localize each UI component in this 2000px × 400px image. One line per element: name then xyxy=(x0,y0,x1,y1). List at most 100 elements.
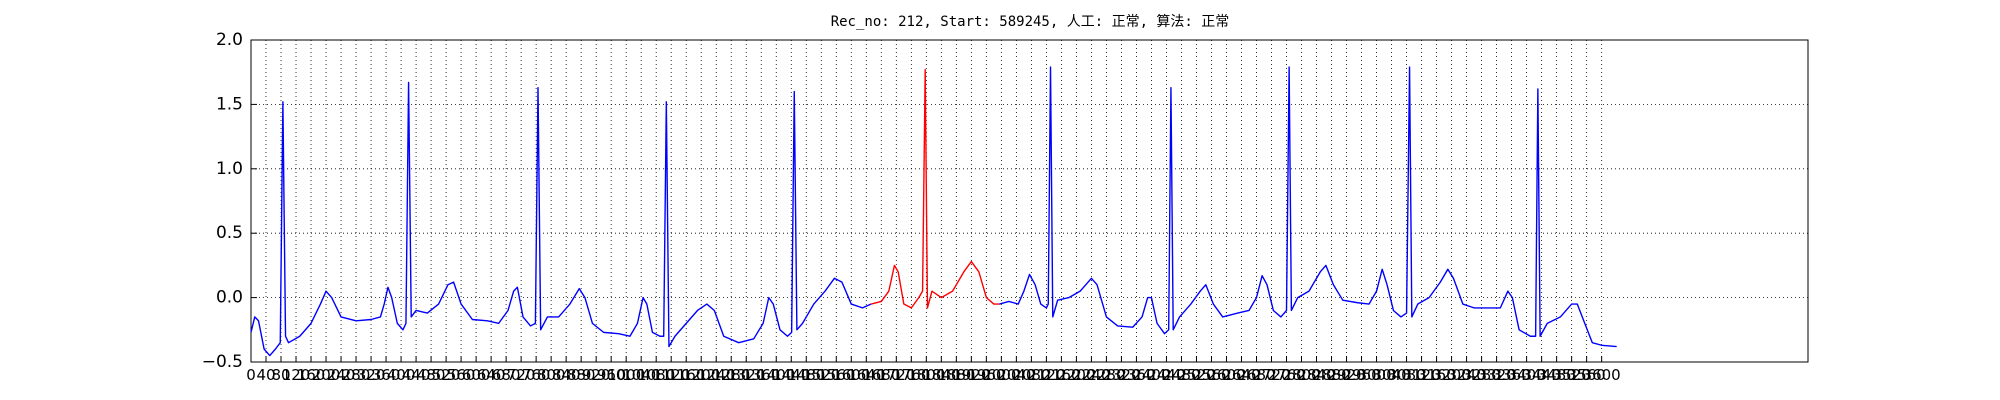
x-tick-label: 2400 xyxy=(1132,366,1170,384)
ecg-line xyxy=(250,66,1617,357)
x-tick-label: 1080 xyxy=(637,366,675,384)
y-tick-label: 1.5 xyxy=(216,94,243,114)
x-tick-label: 3440 xyxy=(1523,366,1561,384)
x-tick-label: 3240 xyxy=(1447,366,1485,384)
x-tick-label: 2360 xyxy=(1117,366,1155,384)
x-tick-label: 2720 xyxy=(1252,366,1290,384)
x-tick-label: 1480 xyxy=(787,366,825,384)
x-tick-label: 1600 xyxy=(832,366,870,384)
x-tick-label: 3480 xyxy=(1538,366,1576,384)
x-tick-label: 3320 xyxy=(1478,366,1516,384)
x-tick-label: 3200 xyxy=(1432,366,1470,384)
x-tick-label: 2440 xyxy=(1147,366,1185,384)
x-tick-label: 1240 xyxy=(697,366,735,384)
x-tick-label: 1520 xyxy=(802,366,840,384)
x-tick-label: 80 xyxy=(271,366,290,384)
x-tick-label: 1400 xyxy=(757,366,795,384)
x-tick-label: 560 xyxy=(447,366,476,384)
x-tick-label: 2000 xyxy=(982,366,1020,384)
x-tick-label: 1960 xyxy=(967,366,1005,384)
x-tick-label: 2800 xyxy=(1282,366,1320,384)
x-tick-label: 2320 xyxy=(1102,366,1140,384)
x-tick-label: 2120 xyxy=(1027,366,1065,384)
x-tick-label: 40 xyxy=(256,366,275,384)
x-tick-label: 1680 xyxy=(862,366,900,384)
x-tick-label: 880 xyxy=(567,366,596,384)
x-tick-label: 360 xyxy=(372,366,401,384)
x-tick-label: 1800 xyxy=(907,366,945,384)
x-tick-label: 1360 xyxy=(742,366,780,384)
x-tick-label: 920 xyxy=(582,366,611,384)
x-tick-label: 2760 xyxy=(1267,366,1305,384)
x-tick-label: 3080 xyxy=(1387,366,1425,384)
x-tick-label: 1200 xyxy=(682,366,720,384)
y-tick-label: −0.5 xyxy=(202,352,243,372)
x-tick-label: 1920 xyxy=(952,366,990,384)
plot-frame xyxy=(250,39,1809,363)
x-tick-label: 840 xyxy=(552,366,581,384)
x-tick-label: 3160 xyxy=(1417,366,1455,384)
x-tick-label: 2520 xyxy=(1177,366,1215,384)
x-tick-label: 3400 xyxy=(1508,366,1546,384)
x-tick-label: 240 xyxy=(327,366,356,384)
x-tick-label: 2880 xyxy=(1312,366,1350,384)
x-tick-label: 2600 xyxy=(1207,366,1245,384)
x-tick-label: 960 xyxy=(597,366,626,384)
x-tick-label: 2920 xyxy=(1327,366,1365,384)
x-tick-label: 1760 xyxy=(892,366,930,384)
x-tick-label: 1160 xyxy=(667,366,705,384)
x-tick-label: 760 xyxy=(522,366,551,384)
x-tick-label: 400 xyxy=(387,366,416,384)
x-tick-label: 1320 xyxy=(727,366,765,384)
x-tick-label: 3040 xyxy=(1372,366,1410,384)
x-tick-label: 2280 xyxy=(1087,366,1125,384)
x-tick-label: 0 xyxy=(246,366,256,384)
ecg-line xyxy=(870,68,1000,309)
x-tick-label: 600 xyxy=(462,366,491,384)
y-tick-label: 1.0 xyxy=(216,159,243,179)
x-tick-label: 2960 xyxy=(1342,366,1380,384)
x-tick-label: 160 xyxy=(297,366,326,384)
x-tick-label: 520 xyxy=(432,366,461,384)
x-tick-label: 1880 xyxy=(937,366,975,384)
x-tick-label: 3120 xyxy=(1402,366,1440,384)
x-tick-label: 1120 xyxy=(652,366,690,384)
x-tick-label: 720 xyxy=(507,366,536,384)
x-tick-label: 3600 xyxy=(1583,366,1621,384)
x-tick-label: 640 xyxy=(477,366,506,384)
y-tick-label: 2.0 xyxy=(216,30,243,50)
x-tick-label: 1000 xyxy=(607,366,645,384)
x-tick-label: 1640 xyxy=(847,366,885,384)
x-tick-label: 1280 xyxy=(712,366,750,384)
x-tick-label: 1440 xyxy=(772,366,810,384)
x-tick-label: 1720 xyxy=(877,366,915,384)
x-tick-label: 1840 xyxy=(922,366,960,384)
x-tick-label: 2240 xyxy=(1072,366,1110,384)
x-tick-label: 440 xyxy=(402,366,431,384)
y-tick-label: 0.0 xyxy=(216,288,243,308)
x-tick-label: 2640 xyxy=(1222,366,1260,384)
x-tick-label: 480 xyxy=(417,366,446,384)
x-tick-label: 680 xyxy=(492,366,521,384)
x-tick-label: 120 xyxy=(282,366,311,384)
x-tick-label: 3520 xyxy=(1553,366,1591,384)
x-tick-label: 3360 xyxy=(1493,366,1531,384)
x-tick-label: 2480 xyxy=(1162,366,1200,384)
x-tick-label: 2040 xyxy=(997,366,1035,384)
x-tick-label: 2560 xyxy=(1192,366,1230,384)
x-tick-label: 280 xyxy=(342,366,371,384)
x-tick-label: 1040 xyxy=(622,366,660,384)
x-tick-label: 320 xyxy=(357,366,386,384)
x-tick-label: 2680 xyxy=(1237,366,1275,384)
x-tick-label: 2200 xyxy=(1057,366,1095,384)
x-tick-label: 3000 xyxy=(1357,366,1395,384)
x-tick-label: 3280 xyxy=(1462,366,1500,384)
x-tick-label: 2840 xyxy=(1297,366,1335,384)
chart-title: Rec_no: 212, Start: 589245, 人工: 正常, 算法: … xyxy=(831,14,1230,30)
x-tick-label: 3560 xyxy=(1568,366,1606,384)
x-tick-label: 800 xyxy=(537,366,566,384)
x-tick-label: 2080 xyxy=(1012,366,1050,384)
x-tick-label: 200 xyxy=(312,366,341,384)
